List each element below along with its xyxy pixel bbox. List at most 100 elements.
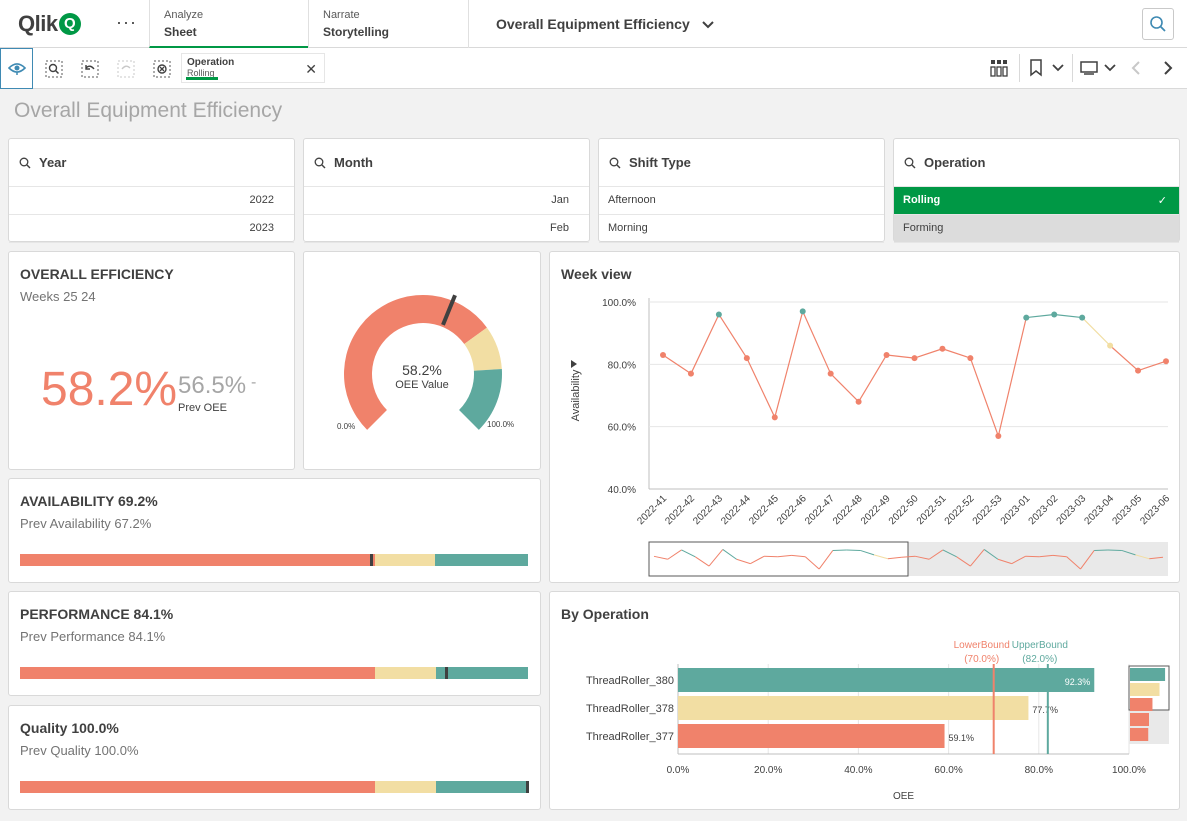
tab-narrate-storytelling[interactable]: Narrate Storytelling bbox=[308, 0, 468, 48]
week-line-chart[interactable]: 100.0% 80.0% 60.0% 40.0% Availability 2022-41… bbox=[550, 252, 1179, 582]
smart-search-button[interactable] bbox=[45, 60, 63, 78]
kpi-subtitle: Weeks 25 24 bbox=[20, 289, 96, 304]
grid-icon bbox=[990, 60, 1008, 77]
chart-week-view[interactable]: Week view 100.0% 80.0% 60.0% 40.0% Availabil… bbox=[549, 251, 1180, 583]
chart-by-operation[interactable]: By Operation 0.0% 20.0% 40.0% 60.0% 80.0% 100… bbox=[549, 591, 1180, 810]
search-icon bbox=[609, 157, 621, 168]
x-tick-label: 2022-47 bbox=[803, 493, 837, 527]
filter-pane-month[interactable]: Month Jan Feb bbox=[303, 138, 590, 243]
chevron-down-icon bbox=[701, 21, 714, 29]
navigator-line-segment bbox=[681, 549, 696, 558]
category-label: ThreadRoller_380 bbox=[586, 675, 674, 687]
data-point bbox=[883, 351, 890, 358]
filter-pane-year[interactable]: Year 2022 2023 bbox=[8, 138, 295, 243]
data-point bbox=[799, 308, 806, 315]
filter-pane-shift-type[interactable]: Shift Type Afternoon Morning bbox=[598, 138, 885, 243]
filter-item-selected[interactable]: Rolling ✓ bbox=[894, 187, 1179, 215]
selection-chip-value: Rolling bbox=[187, 68, 215, 78]
data-point bbox=[660, 351, 666, 358]
filter-item[interactable]: Feb bbox=[304, 215, 589, 243]
more-menu-button[interactable]: ··· bbox=[116, 12, 137, 32]
kpi-prev-text: Prev Availability 67.2% bbox=[20, 516, 152, 531]
filter-pane-operation[interactable]: Operation Rolling ✓ Forming bbox=[893, 138, 1180, 243]
kpi-title: PERFORMANCE 84.1% bbox=[20, 606, 174, 622]
next-sheet-button[interactable] bbox=[1163, 58, 1173, 78]
navigator-line-segment bbox=[942, 549, 957, 558]
navigator-line-segment bbox=[1149, 556, 1164, 560]
navigator-line-segment bbox=[1066, 556, 1081, 570]
data-point bbox=[855, 398, 862, 405]
bookmarks-button[interactable] bbox=[1029, 58, 1064, 78]
filter-header[interactable]: Shift Type bbox=[599, 139, 884, 187]
bar-segment-teal bbox=[436, 781, 528, 793]
category-label: ThreadRoller_378 bbox=[586, 703, 674, 715]
insights-toggle-button[interactable] bbox=[0, 48, 33, 89]
assets-button[interactable] bbox=[990, 58, 1008, 78]
data-point bbox=[1051, 311, 1058, 318]
sheet-title-dropdown[interactable]: Overall Equipment Efficiency bbox=[468, 0, 1128, 48]
filter-item-alternative[interactable]: Forming bbox=[894, 215, 1179, 243]
filter-item[interactable]: Afternoon bbox=[599, 187, 884, 215]
kpi-availability[interactable]: AVAILABILITY 69.2% Prev Availability 67.… bbox=[8, 478, 541, 583]
x-axis-label: OEE bbox=[893, 791, 914, 802]
qlik-logo[interactable]: Qlik Q bbox=[18, 11, 81, 37]
filter-item[interactable]: 2023 bbox=[9, 215, 294, 243]
y-tick-label: 40.0% bbox=[608, 485, 636, 496]
clear-selections-button[interactable] bbox=[153, 60, 171, 78]
x-tick-label: 60.0% bbox=[934, 765, 962, 776]
tab-narrate-sublabel: Storytelling bbox=[323, 25, 390, 39]
kpi-quality[interactable]: Quality 100.0% Prev Quality 100.0% bbox=[8, 705, 541, 810]
gauge-needle bbox=[441, 294, 457, 326]
tab-analyze-sheet[interactable]: Analyze Sheet bbox=[149, 0, 308, 48]
navigator-line-segment bbox=[777, 554, 792, 558]
bar-segment-red bbox=[20, 781, 375, 793]
kpi-title: AVAILABILITY 69.2% bbox=[20, 493, 158, 509]
bar-segment-teal bbox=[436, 667, 528, 679]
x-tick-label: 2023-01 bbox=[999, 493, 1033, 527]
gauge-oee[interactable]: 58.2% OEE Value 0.0% 100.0% bbox=[303, 251, 541, 470]
series-line-segment bbox=[830, 373, 860, 403]
search-icon bbox=[314, 157, 326, 168]
sheets-button[interactable] bbox=[1080, 58, 1116, 78]
data-point bbox=[1023, 314, 1030, 321]
checkmark-icon: ✓ bbox=[1157, 195, 1167, 207]
series-line-segment bbox=[662, 354, 692, 375]
filter-item[interactable]: 2022 bbox=[9, 187, 294, 215]
filter-header[interactable]: Year bbox=[9, 139, 294, 187]
search-button[interactable] bbox=[1142, 8, 1174, 40]
series-line-segment bbox=[1137, 360, 1167, 372]
previous-sheet-button[interactable] bbox=[1131, 58, 1141, 78]
filter-header[interactable]: Operation bbox=[894, 139, 1179, 187]
bookmark-icon bbox=[1030, 59, 1042, 77]
quality-segments bbox=[20, 781, 528, 793]
filter-item[interactable]: Morning bbox=[599, 215, 884, 243]
gauge-label: OEE Value bbox=[395, 379, 449, 391]
close-icon[interactable]: ✕ bbox=[305, 61, 317, 77]
data-point bbox=[715, 311, 722, 318]
series-line-segment bbox=[942, 348, 971, 359]
operation-bar-chart[interactable]: 0.0% 20.0% 40.0% 60.0% 80.0% 100.0% OEE ThreadR… bbox=[550, 592, 1179, 809]
gauge-segment-low bbox=[343, 295, 487, 430]
gauge-segment-mid bbox=[464, 327, 502, 371]
clear-selections-icon bbox=[153, 60, 171, 78]
series-line-segment bbox=[858, 354, 888, 403]
navigator-line-segment bbox=[791, 554, 806, 558]
filter-header[interactable]: Month bbox=[304, 139, 589, 187]
x-tick-label: 2022-48 bbox=[831, 493, 865, 527]
step-back-button[interactable] bbox=[81, 60, 99, 78]
step-forward-button[interactable] bbox=[117, 60, 135, 78]
kpi-performance[interactable]: PERFORMANCE 84.1% Prev Performance 84.1% bbox=[8, 591, 541, 696]
kpi-overall-efficiency[interactable]: OVERALL EFFICIENCY Weeks 25 24 58.2% 56.… bbox=[8, 251, 295, 470]
search-icon bbox=[904, 157, 916, 168]
navigator-line-segment bbox=[956, 556, 971, 567]
y-tick-label: 80.0% bbox=[608, 360, 636, 371]
x-tick-label: 2022-49 bbox=[859, 493, 893, 527]
sheet-icon bbox=[1080, 61, 1098, 75]
series-line-segment bbox=[886, 354, 915, 359]
selection-chip-operation[interactable]: Operation Rolling ✕ bbox=[181, 53, 325, 83]
bar-value-label: 77.7% bbox=[1032, 705, 1058, 715]
navigator-bar bbox=[1130, 698, 1153, 711]
series-line-segment bbox=[914, 348, 943, 359]
x-tick-label: 2022-42 bbox=[663, 493, 697, 527]
filter-item[interactable]: Jan bbox=[304, 187, 589, 215]
